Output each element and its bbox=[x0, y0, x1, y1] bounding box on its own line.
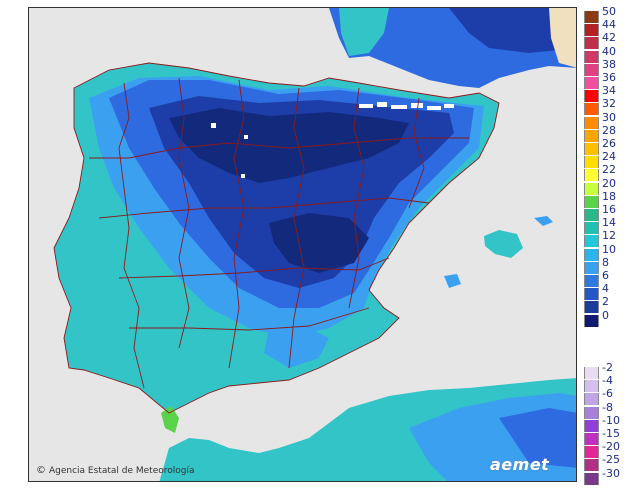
legend-swatch-neg-0 bbox=[584, 367, 599, 379]
legend-label-neg-3: -8 bbox=[602, 400, 613, 414]
legend-swatch-pos-18 bbox=[584, 248, 599, 261]
legend-label-pos-1: 44 bbox=[602, 18, 616, 32]
legend-label-pos-17: 12 bbox=[602, 229, 616, 243]
legend-swatch-pos-10 bbox=[584, 143, 599, 155]
legend-label-pos-19: 8 bbox=[602, 255, 609, 269]
legend-label-neg-1: -4 bbox=[602, 374, 613, 388]
legend-swatch-pos-12 bbox=[584, 169, 599, 182]
map-canvas bbox=[29, 8, 576, 481]
legend-label-pos-4: 38 bbox=[602, 57, 616, 71]
strait-warm-spot bbox=[161, 406, 179, 433]
legend-swatch-neg-4 bbox=[584, 419, 599, 432]
temperature-legend: 50 44 42 40 38 36 34 32 30 28 26 24 22 20 18 16 14 12 10 8 6… bbox=[584, 6, 630, 491]
pyrenees-snow bbox=[211, 102, 454, 178]
alps-outside-area bbox=[549, 8, 576, 68]
legend-swatch-neg-7 bbox=[584, 459, 599, 472]
legend-label-neg-4: -10 bbox=[602, 413, 620, 427]
legend-swatch-pos-20 bbox=[584, 275, 599, 287]
legend-swatch-neg-1 bbox=[584, 380, 599, 393]
legend-swatch-pos-23 bbox=[584, 314, 599, 327]
legend-swatch-pos-6 bbox=[584, 90, 599, 103]
mediterranean-sea-upper bbox=[499, 68, 576, 298]
legend-label-pos-11: 24 bbox=[602, 150, 616, 164]
legend-swatch-pos-21 bbox=[584, 288, 599, 301]
zone-coldest bbox=[169, 108, 409, 183]
legend-swatch-pos-7 bbox=[584, 103, 599, 116]
legend-label-pos-23: 0 bbox=[602, 308, 609, 322]
credit-line: © Agencia Estatal de Meteorología bbox=[36, 465, 195, 476]
legend-swatch-pos-15 bbox=[584, 209, 599, 221]
legend-label-pos-13: 20 bbox=[602, 176, 616, 190]
legend-label-neg-8: -30 bbox=[602, 466, 620, 480]
legend-swatch-neg-6 bbox=[584, 446, 599, 459]
legend-label-pos-6: 34 bbox=[602, 84, 616, 98]
credit-text: Agencia Estatal de Meteorología bbox=[49, 466, 195, 476]
north-africa-cold bbox=[499, 408, 576, 468]
legend-swatch-pos-11 bbox=[584, 156, 599, 169]
ibiza-island bbox=[444, 274, 461, 288]
legend-swatch-neg-8 bbox=[584, 472, 599, 485]
legend-label-neg-2: -6 bbox=[602, 387, 613, 401]
aemet-logo: aemet bbox=[490, 455, 550, 474]
legend-label-pos-20: 6 bbox=[602, 269, 609, 282]
france-cold-core bbox=[449, 8, 576, 53]
legend-swatch-pos-14 bbox=[584, 195, 599, 208]
zone-coldest-south bbox=[269, 213, 369, 273]
legend-label-pos-7: 32 bbox=[602, 97, 616, 111]
legend-label-pos-8: 30 bbox=[602, 110, 616, 124]
legend-swatch-pos-0 bbox=[584, 11, 599, 23]
legend-swatch-pos-2 bbox=[584, 37, 599, 50]
legend-swatch-neg-5 bbox=[584, 433, 599, 445]
legend-swatch-neg-2 bbox=[584, 393, 599, 406]
france-coast-warm bbox=[339, 8, 389, 56]
legend-swatch-pos-8 bbox=[584, 116, 599, 129]
legend-swatch-pos-5 bbox=[584, 77, 599, 89]
legend-label-pos-21: 4 bbox=[602, 282, 609, 296]
zone-south-cool bbox=[264, 323, 329, 368]
legend-swatch-pos-4 bbox=[584, 63, 599, 76]
legend-label-pos-10: 26 bbox=[602, 137, 616, 150]
legend-swatch-pos-1 bbox=[584, 24, 599, 37]
legend-label-pos-15: 16 bbox=[602, 203, 616, 216]
copyright-icon: © bbox=[36, 465, 46, 476]
legend-swatch-pos-19 bbox=[584, 261, 599, 274]
legend-label-pos-3: 40 bbox=[602, 44, 616, 58]
province-borders bbox=[53, 62, 500, 414]
temperature-map bbox=[28, 7, 577, 482]
legend-label-pos-16: 14 bbox=[602, 216, 616, 230]
legend-swatch-pos-9 bbox=[584, 129, 599, 142]
legend-label-pos-9: 28 bbox=[602, 123, 616, 137]
legend-label-pos-0: 50 bbox=[602, 5, 616, 18]
legend-label-pos-22: 2 bbox=[602, 295, 609, 309]
legend-label-pos-2: 42 bbox=[602, 31, 616, 45]
legend-label-pos-12: 22 bbox=[602, 163, 616, 177]
mallorca-island bbox=[484, 230, 523, 258]
legend-swatch-pos-3 bbox=[584, 50, 599, 63]
legend-swatch-neg-3 bbox=[584, 406, 599, 419]
legend-label-neg-0: -2 bbox=[602, 361, 613, 374]
legend-label-pos-14: 18 bbox=[602, 189, 616, 203]
legend-label-neg-5: -15 bbox=[602, 427, 620, 440]
legend-swatch-pos-17 bbox=[584, 235, 599, 248]
legend-label-pos-18: 10 bbox=[602, 242, 616, 256]
legend-label-pos-5: 36 bbox=[602, 71, 616, 84]
legend-swatch-pos-22 bbox=[584, 301, 599, 314]
menorca-island bbox=[534, 216, 553, 226]
legend-label-neg-6: -20 bbox=[602, 440, 620, 454]
legend-swatch-pos-16 bbox=[584, 222, 599, 235]
legend-swatch-pos-13 bbox=[584, 182, 599, 195]
legend-label-neg-7: -25 bbox=[602, 453, 620, 467]
